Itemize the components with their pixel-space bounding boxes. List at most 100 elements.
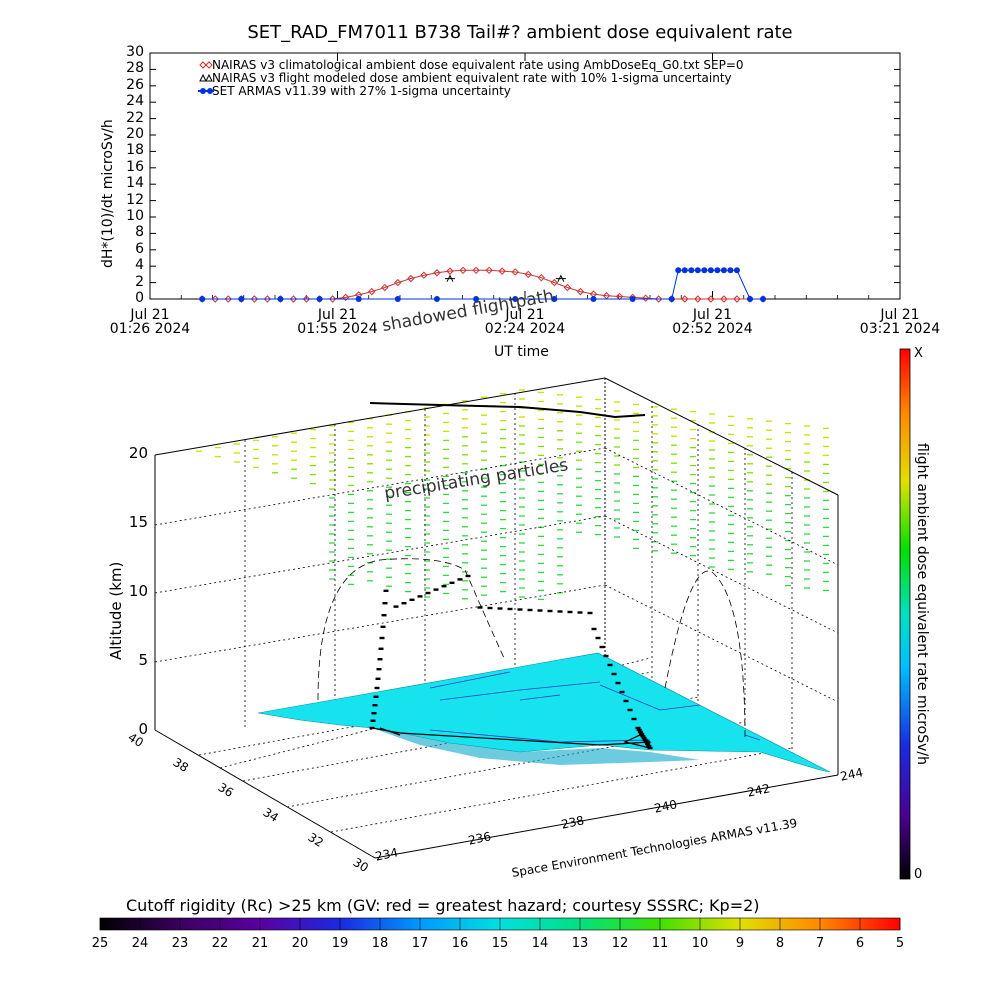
data-point-circle bbox=[747, 296, 753, 302]
x-tick-label-line1: Jul 21 bbox=[692, 307, 733, 323]
track-point bbox=[417, 595, 423, 598]
track-point bbox=[647, 746, 653, 750]
data-point-circle bbox=[714, 267, 721, 274]
rigidity-title: Cutoff rigidity (Rc) >25 km (GV: red = g… bbox=[126, 896, 760, 915]
track-point bbox=[645, 742, 651, 746]
data-point-diamond bbox=[550, 278, 559, 287]
legend-markers bbox=[198, 61, 214, 94]
y-tick-label: 22 bbox=[126, 109, 144, 126]
track-point bbox=[591, 627, 597, 631]
data-point-diamond bbox=[394, 278, 402, 287]
data-point-diamond bbox=[407, 274, 415, 283]
track-point bbox=[465, 574, 471, 578]
track-point bbox=[382, 602, 388, 605]
data-point-diamond bbox=[707, 295, 715, 303]
data-point-circle bbox=[733, 267, 740, 274]
x-tick-label-line2: 03:21 2024 bbox=[859, 321, 941, 337]
y-axis-label: dH*(10)/dt microSv/h bbox=[100, 119, 116, 268]
data-point-circle bbox=[760, 296, 767, 302]
data-point-diamond bbox=[694, 295, 702, 303]
track-point bbox=[537, 609, 543, 612]
data-point-circle bbox=[727, 267, 734, 274]
legend-circle-icon bbox=[198, 88, 214, 94]
rigidity-tick-label: 5 bbox=[895, 936, 905, 951]
x-tick-label-line2: 02:52 2024 bbox=[672, 321, 753, 337]
rigidity-tick-label: 20 bbox=[291, 936, 309, 951]
shadowed-flightpath bbox=[371, 727, 652, 749]
track-point bbox=[642, 738, 648, 742]
track-point bbox=[372, 704, 378, 707]
data-point-diamond bbox=[589, 290, 598, 298]
z-tick-label: 20 bbox=[128, 444, 148, 462]
x-tick-label-line1: Jul 21 bbox=[880, 307, 920, 323]
track-point bbox=[646, 744, 652, 748]
legend-entry-armas: SET ARMAS v11.39 with 27% 1-sigma uncert… bbox=[212, 84, 511, 98]
track-point bbox=[603, 654, 609, 658]
data-point-circle bbox=[199, 296, 206, 302]
track-point bbox=[611, 672, 617, 676]
data-point-circle bbox=[316, 296, 323, 302]
z-tick-label: 0 bbox=[138, 720, 148, 738]
track-point bbox=[371, 712, 377, 715]
x-tick-label-line1: Jul 21 bbox=[130, 307, 170, 323]
rigidity-tick-label: 14 bbox=[531, 936, 549, 951]
rigidity-tick-label: 24 bbox=[131, 936, 149, 951]
rigidity-tick-label: 15 bbox=[491, 936, 509, 951]
flight-3d-plot bbox=[154, 377, 839, 859]
dose-colorbar-top-label: X bbox=[914, 346, 923, 361]
data-point-circle bbox=[694, 267, 701, 274]
track-point bbox=[375, 677, 381, 680]
legend-diamond-icon bbox=[199, 61, 213, 69]
track-point bbox=[441, 585, 447, 588]
rigidity-tick-label: 23 bbox=[171, 936, 189, 951]
projected-track bbox=[317, 558, 746, 741]
data-point-diamond bbox=[459, 266, 467, 275]
data-point-circle bbox=[277, 296, 284, 302]
x-tick-label-line2: 01:26 2024 bbox=[109, 321, 191, 337]
track-point bbox=[640, 734, 646, 738]
chart-title: SET_RAD_FM7011 B738 Tail#? ambient dose … bbox=[247, 22, 793, 43]
data-point-diamond bbox=[498, 267, 506, 275]
data-point-diamond bbox=[641, 294, 650, 302]
data-point-diamond bbox=[472, 266, 480, 275]
data-point-circle bbox=[668, 296, 675, 302]
x-tick-label-line2: 02:24 2024 bbox=[484, 321, 566, 337]
track-point bbox=[567, 610, 573, 614]
track-point bbox=[393, 605, 399, 608]
track-point bbox=[507, 607, 513, 611]
data-point-diamond bbox=[433, 269, 441, 277]
x-tick-label-line2: 01:55 2024 bbox=[297, 321, 378, 337]
dose-rate-line-chart bbox=[149, 52, 901, 303]
track-point bbox=[615, 681, 621, 685]
rigidity-tick-label: 7 bbox=[815, 936, 825, 951]
data-point-diamond bbox=[368, 287, 376, 296]
data-point-diamond bbox=[733, 295, 741, 303]
x-axis-tick-marks bbox=[149, 53, 901, 299]
track-point bbox=[557, 610, 563, 613]
y-tick-label: 20 bbox=[126, 126, 144, 142]
data-point-circle bbox=[590, 296, 597, 302]
track-point bbox=[641, 736, 647, 740]
data-point-circle bbox=[701, 267, 708, 274]
flight-track-top bbox=[369, 402, 646, 419]
series-layer bbox=[198, 266, 767, 303]
rigidity-tick-label: 13 bbox=[571, 936, 589, 951]
data-point-circle bbox=[238, 296, 245, 302]
data-point-errorbar bbox=[555, 274, 566, 282]
data-point-circle bbox=[688, 267, 695, 274]
track-point bbox=[378, 647, 384, 650]
data-point-circle bbox=[473, 296, 480, 302]
track-point bbox=[547, 609, 553, 613]
track-point bbox=[497, 607, 503, 610]
data-point-circle bbox=[551, 296, 558, 302]
rigidity-tick-label: 18 bbox=[371, 936, 389, 951]
series-line-0 bbox=[202, 269, 764, 300]
precipitating-particle-field bbox=[196, 389, 829, 601]
track-point bbox=[374, 686, 380, 690]
dose-colorbar-label: flight ambient dose equivalent rate micr… bbox=[914, 443, 930, 765]
rigidity-tick-label: 12 bbox=[611, 936, 629, 951]
track-point bbox=[381, 614, 387, 617]
track-point bbox=[409, 598, 415, 601]
y-axis-ticks bbox=[150, 52, 900, 300]
